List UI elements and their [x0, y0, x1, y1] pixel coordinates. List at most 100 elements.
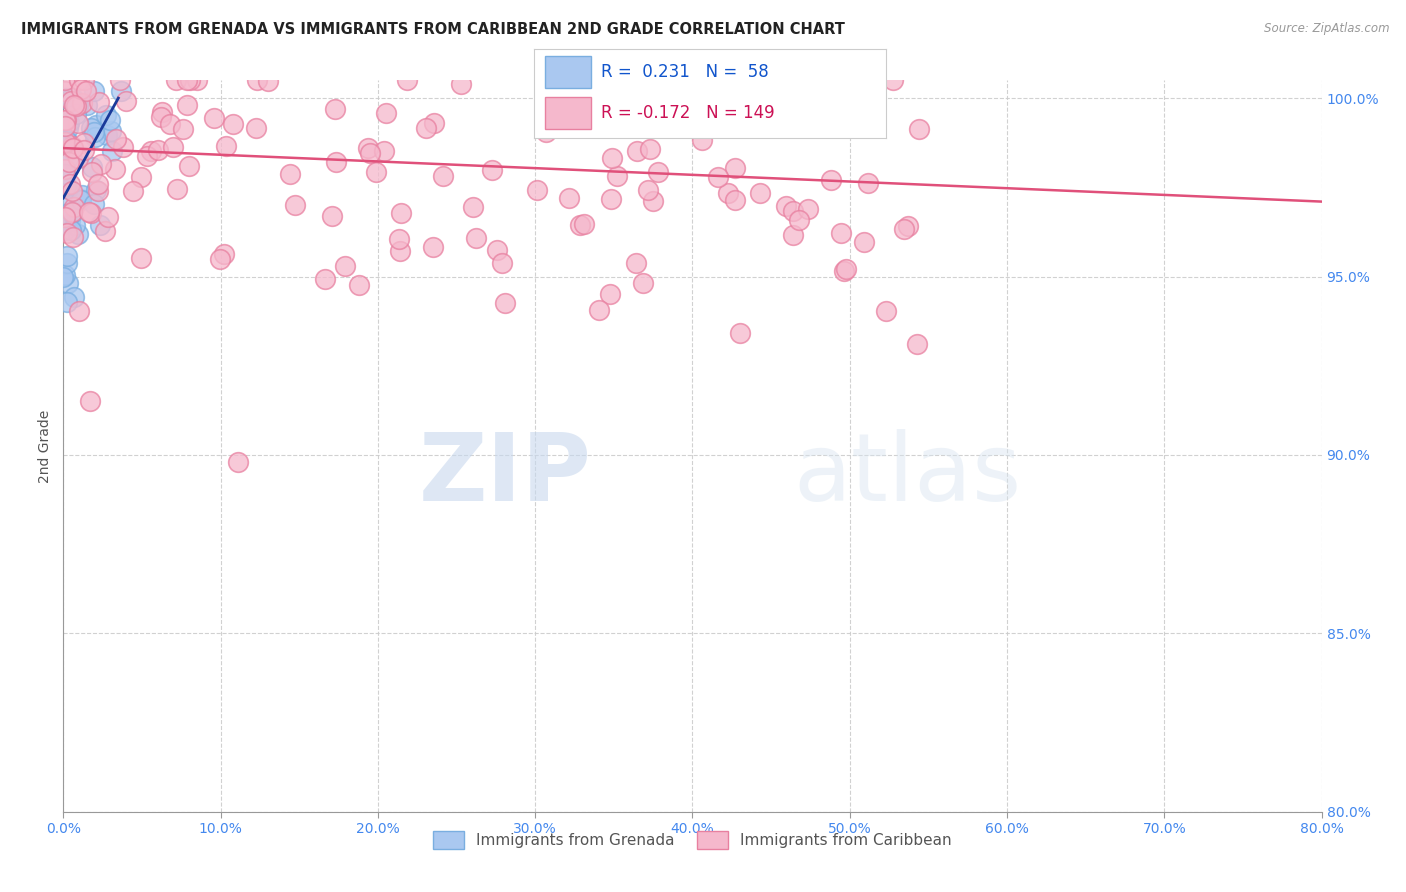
Point	[464, 230, 486, 244]
Point	[415, 121, 437, 136]
Point	[782, 227, 804, 242]
Point	[59, 94, 82, 108]
Point	[83, 196, 105, 211]
Point	[707, 169, 730, 184]
Point	[278, 167, 301, 181]
Point	[56, 256, 79, 270]
Point	[215, 138, 238, 153]
Point	[67, 73, 90, 87]
Point	[75, 85, 97, 99]
Point	[72, 96, 94, 111]
Point	[724, 161, 747, 176]
Point	[53, 119, 76, 133]
Point	[62, 200, 84, 214]
Point	[122, 184, 145, 198]
Point	[599, 287, 621, 301]
Point	[150, 105, 173, 120]
Point	[94, 108, 117, 122]
Point	[67, 116, 90, 130]
Point	[599, 192, 621, 206]
Point	[87, 184, 110, 198]
Point	[67, 99, 90, 113]
Point	[98, 113, 121, 128]
Point	[83, 84, 105, 98]
Point	[637, 183, 659, 197]
Point	[647, 165, 669, 179]
Point	[55, 212, 77, 227]
Point	[52, 269, 75, 284]
Point	[875, 304, 897, 318]
Point	[283, 198, 305, 212]
Point	[104, 162, 127, 177]
Point	[60, 223, 83, 237]
Point	[491, 255, 513, 269]
Point	[366, 165, 388, 179]
Point	[59, 178, 82, 192]
Point	[748, 186, 770, 201]
Point	[389, 205, 412, 219]
Point	[56, 294, 79, 309]
Point	[52, 179, 75, 194]
Point	[485, 244, 508, 258]
Point	[112, 140, 135, 154]
Point	[659, 110, 682, 124]
Text: ZIP: ZIP	[419, 429, 592, 521]
Point	[58, 120, 80, 135]
Point	[108, 73, 131, 87]
Point	[58, 116, 80, 130]
Point	[835, 261, 858, 276]
Point	[606, 169, 628, 183]
Point	[853, 235, 876, 250]
Point	[62, 290, 84, 304]
Point	[67, 227, 90, 241]
Point	[55, 207, 77, 221]
Point	[53, 198, 76, 212]
Point	[59, 204, 82, 219]
Point	[526, 183, 548, 197]
Point	[166, 182, 188, 196]
Point	[246, 73, 269, 87]
Bar	[544, 97, 591, 129]
Point	[58, 154, 80, 169]
Point	[797, 202, 820, 216]
Point	[882, 73, 904, 87]
Point	[56, 135, 79, 149]
Point	[787, 213, 810, 227]
Point	[83, 125, 105, 139]
Point	[59, 213, 82, 227]
Legend: Immigrants from Grenada, Immigrants from Caribbean: Immigrants from Grenada, Immigrants from…	[427, 824, 957, 855]
Point	[359, 145, 381, 160]
Point	[226, 455, 249, 469]
Point	[80, 206, 103, 220]
Point	[908, 122, 931, 136]
Point	[335, 259, 357, 273]
Point	[55, 113, 77, 128]
Point	[690, 133, 713, 147]
Point	[162, 140, 184, 154]
Point	[62, 206, 84, 220]
Point	[53, 84, 76, 98]
Point	[835, 112, 858, 126]
Point	[52, 91, 75, 105]
Point	[69, 192, 91, 206]
Point	[55, 223, 77, 237]
Point	[67, 152, 90, 166]
Point	[214, 247, 236, 261]
Point	[534, 125, 557, 139]
Point	[86, 183, 108, 197]
Point	[588, 302, 610, 317]
Point	[55, 179, 77, 194]
Text: atlas: atlas	[793, 429, 1021, 521]
Point	[602, 151, 624, 165]
Point	[83, 130, 105, 145]
Point	[357, 141, 380, 155]
Point	[101, 144, 124, 158]
Point	[856, 176, 879, 190]
Point	[53, 208, 76, 222]
Point	[60, 152, 83, 166]
Point	[202, 112, 225, 126]
Point	[388, 244, 411, 258]
Point	[56, 151, 79, 165]
Point	[52, 115, 75, 129]
Point	[136, 149, 159, 163]
